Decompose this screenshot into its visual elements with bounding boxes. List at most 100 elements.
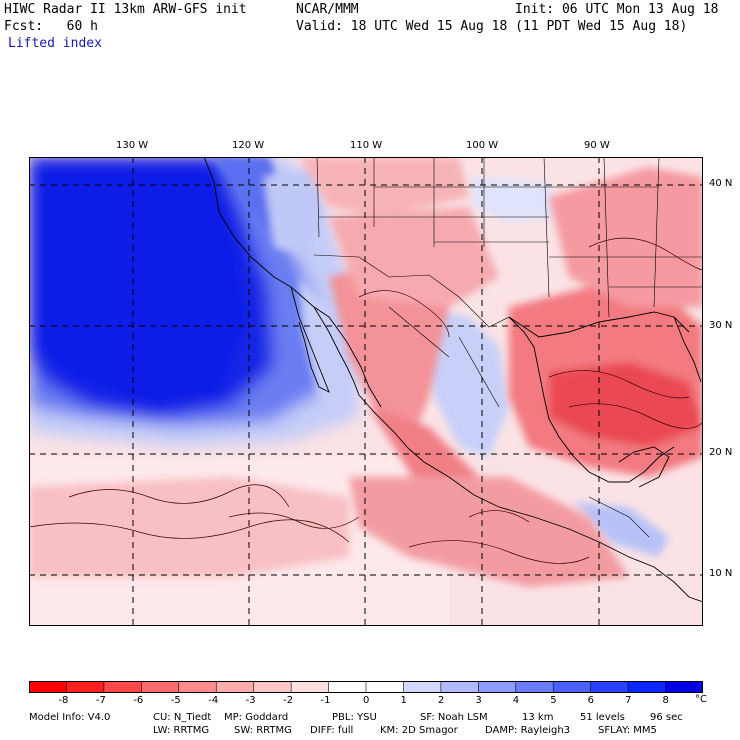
footer-pbl: PBL: YSU <box>332 712 377 723</box>
gulf-coast <box>508 316 675 483</box>
colorbar-tick-label: -8 <box>58 695 69 706</box>
colorbar-tick-label: 7 <box>625 695 632 706</box>
colorbar-tick-label: -2 <box>283 695 294 706</box>
central-america-blue <box>574 502 669 557</box>
colorbar-unit: °C <box>695 694 707 705</box>
lon-label-130w: 130 W <box>116 140 149 151</box>
colorbar-cell <box>515 681 554 693</box>
lon-label-90w: 90 W <box>584 140 610 151</box>
footer-sflay: SFLAY: MM5 <box>598 725 657 736</box>
border-west-1 <box>316 157 320 238</box>
border-mexico-states-2 <box>458 336 500 408</box>
footer-cumulus: CU: N_Tiedt <box>153 712 212 723</box>
colorbar-cell <box>253 681 292 693</box>
colorbar-cell <box>103 681 142 693</box>
contour-7 <box>408 540 590 564</box>
border-central-3 <box>603 157 610 318</box>
border-east-1 <box>653 157 660 308</box>
colorbar-tick-label: -7 <box>95 695 106 706</box>
coastlines <box>203 157 703 603</box>
colorbar <box>29 681 703 693</box>
contour-2 <box>29 519 350 543</box>
field-name: Lifted index <box>8 36 102 51</box>
sierra-madre-red <box>329 257 449 447</box>
pacific-deep-blue-core <box>29 157 249 407</box>
map-frame <box>29 157 703 626</box>
colorbar-tick-label: 1 <box>400 695 407 706</box>
baja-light-blue <box>299 277 349 417</box>
footer-resolution: 13 km <box>522 712 554 723</box>
pacific-stable-blue <box>29 157 359 447</box>
border-central-2 <box>543 157 550 298</box>
contour-6 <box>568 403 703 429</box>
us-west-blue <box>214 157 669 557</box>
contour-1 <box>68 484 290 508</box>
lon-label-100w: 100 W <box>466 140 499 151</box>
organization: NCAR/MMM <box>296 2 359 17</box>
unstable-red-regions <box>29 157 703 587</box>
border-central-america <box>588 496 650 538</box>
lon-label-110w: 110 W <box>350 140 383 151</box>
mexican-plateau-blue <box>419 307 509 457</box>
colorbar-cell <box>403 681 442 693</box>
colorbar-tick-label: 6 <box>587 695 595 706</box>
footer-surface: SF: Noah LSM <box>420 712 488 723</box>
forecast-hour: Fcst: 60 h <box>4 19 98 34</box>
colorbar-cell <box>665 681 703 693</box>
footer-damping: DAMP: Rayleigh3 <box>485 725 571 736</box>
colorbar-tick-label: -5 <box>170 695 181 706</box>
colorbar-cell <box>328 681 367 693</box>
colorbar-tick-label: 4 <box>512 695 520 706</box>
colorbar-cell <box>478 681 517 693</box>
lat-label-30n: 30 N <box>709 320 733 331</box>
colorbar-tick-label: -6 <box>133 695 144 706</box>
colorbar-cell <box>66 681 105 693</box>
us-gulf-coast <box>508 311 690 338</box>
colorbar-tick-label: -4 <box>208 695 219 706</box>
colorbar-tick-label: -3 <box>245 695 256 706</box>
footer-model-info: Model Info: V4.0 <box>29 712 111 723</box>
colorbar-cell <box>216 681 255 693</box>
colorbar-tick-label: 5 <box>550 695 557 706</box>
footer-longwave: LW: RRTMG <box>153 725 210 736</box>
contour-9 <box>468 510 530 523</box>
footer-km: KM: 2D Smagor <box>380 725 458 736</box>
colorbar-cell <box>178 681 217 693</box>
contour-4 <box>358 290 450 338</box>
colorbar-cell <box>141 681 180 693</box>
colorbar-cell <box>29 681 67 693</box>
colorbar-cell <box>291 681 330 693</box>
plains-red <box>329 207 499 307</box>
colorbar-cell <box>590 681 629 693</box>
colorbar-tick-label: 0 <box>363 695 370 706</box>
footer-shortwave: SW: RRTMG <box>234 725 292 736</box>
lat-label-20n: 20 N <box>709 447 733 458</box>
lat-label-40n: 40 N <box>709 178 733 189</box>
lat-label-10n: 10 N <box>709 568 733 579</box>
florida <box>673 316 702 383</box>
footer-diffusion: DIFF: full <box>310 725 354 736</box>
gulf-strong-red <box>549 362 703 447</box>
colorbar-cell <box>553 681 592 693</box>
li-contours <box>29 237 703 564</box>
lon-label-120w: 120 W <box>232 140 265 151</box>
footer-timestep: 96 sec <box>650 712 683 723</box>
border-us-mexico <box>313 254 510 328</box>
baja-california <box>290 286 330 393</box>
border-mexico-states-1 <box>388 306 450 358</box>
lifted-index-map <box>29 157 703 626</box>
plains-pale-blue <box>469 177 559 222</box>
run-title: HIWC Radar II 13km ARW-GFS init <box>4 2 247 17</box>
contour-3 <box>228 512 360 529</box>
yucatan <box>618 446 670 488</box>
footer-microphysics: MP: Goddard <box>224 712 289 723</box>
sierra-light-blue <box>264 167 324 257</box>
lat-lon-grid <box>29 157 703 626</box>
contour-5 <box>548 370 690 399</box>
us-west-coast <box>203 157 703 603</box>
colorbar-cell <box>440 681 479 693</box>
colorbar-cell <box>366 681 404 693</box>
init-time: Init: 06 UTC Mon 13 Aug 18 <box>515 2 719 17</box>
footer-levels: 51 levels <box>580 712 625 723</box>
colorbar-tick-label: 3 <box>475 695 482 706</box>
